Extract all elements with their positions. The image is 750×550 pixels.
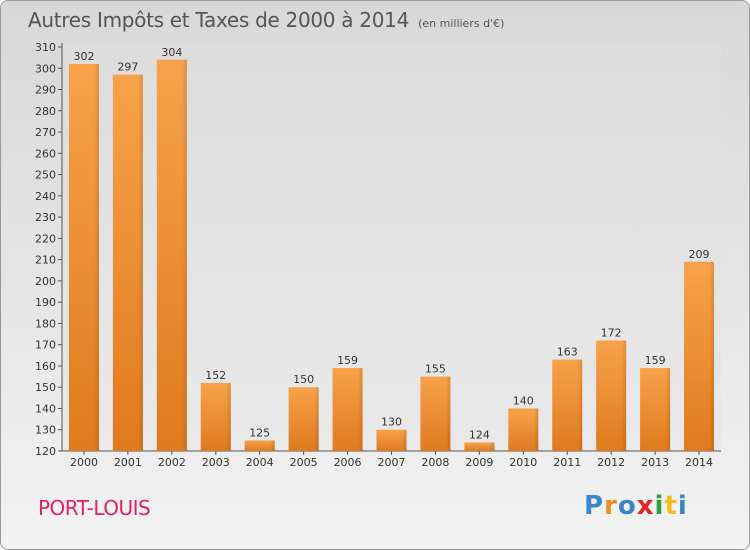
logo-letter: i <box>677 491 688 521</box>
bar-shade <box>68 64 99 451</box>
logo-letter: o <box>617 491 637 521</box>
x-tick-label: 2008 <box>421 456 449 469</box>
y-tick-label: 230 <box>35 211 56 224</box>
y-tick-label: 260 <box>35 147 56 160</box>
x-axis: 2000 2001 2002 2003 2004 2005 2006 2007 2008 2009… <box>62 450 721 469</box>
data-label: 155 <box>425 363 446 376</box>
x-tick-label: 2001 <box>114 456 142 469</box>
y-tick-label: 310 <box>35 41 56 54</box>
logo-letter: r <box>604 491 618 521</box>
y-tick-label: 120 <box>35 445 56 458</box>
x-tick-label: 2005 <box>290 456 318 469</box>
logo-letter: i <box>654 491 665 521</box>
y-tick-label: 130 <box>35 424 56 437</box>
data-label: 297 <box>117 61 138 74</box>
bar-shade <box>112 74 143 452</box>
x-tick-label: 2014 <box>685 456 713 469</box>
x-tick-label: 2003 <box>202 456 230 469</box>
value-labels: 302 297 304 152 125 150 159 130 155 124 140 163 172 1… <box>73 46 709 442</box>
data-label: 159 <box>337 354 358 367</box>
y-tick-label: 290 <box>35 84 56 97</box>
bar-shade <box>244 440 275 451</box>
y-tick-label: 280 <box>35 105 56 118</box>
bar-shade <box>640 368 671 451</box>
bar-shade <box>420 376 451 451</box>
bar-shade <box>508 408 539 451</box>
logo-letter: t <box>664 491 678 521</box>
x-tick-label: 2002 <box>158 456 186 469</box>
y-tick-label: 170 <box>35 339 56 352</box>
y-tick-label: 150 <box>35 381 56 394</box>
data-label: 140 <box>513 394 534 407</box>
bar-shade <box>552 359 583 451</box>
y-tick-label: 140 <box>35 402 56 415</box>
y-tick-label: 240 <box>35 190 56 203</box>
data-label: 150 <box>293 373 314 386</box>
x-tick-label: 2006 <box>334 456 362 469</box>
data-label: 163 <box>557 346 578 359</box>
bars <box>68 59 715 452</box>
chart-title: Autres Impôts et Taxes de 2000 à 2014 <box>28 8 409 32</box>
bar-shade <box>684 261 715 451</box>
data-label: 125 <box>249 426 270 439</box>
proxiti-logo: Proxiti <box>584 491 688 521</box>
y-tick-label: 160 <box>35 360 56 373</box>
x-tick-label: 2007 <box>378 456 406 469</box>
x-tick-label: 2000 <box>70 456 98 469</box>
data-label: 159 <box>645 354 666 367</box>
bar-shade <box>596 340 627 451</box>
data-label: 130 <box>381 416 402 429</box>
bar-shade <box>288 387 319 451</box>
data-label: 209 <box>689 248 710 261</box>
y-tick-label: 270 <box>35 126 56 139</box>
y-axis: 120 130 140 150 160 170 180 190 200 210 220 230 240 2… <box>35 41 63 458</box>
x-tick-label: 2012 <box>597 456 625 469</box>
x-tick-label: 2013 <box>641 456 669 469</box>
y-tick-label: 190 <box>35 296 56 309</box>
x-tick-label: 2009 <box>465 456 493 469</box>
x-tick-label: 2004 <box>246 456 274 469</box>
y-tick-label: 180 <box>35 317 56 330</box>
bar-shade <box>464 442 495 451</box>
bar-shade <box>156 59 187 451</box>
y-tick-label: 220 <box>35 232 56 245</box>
x-tick-label: 2011 <box>553 456 581 469</box>
y-tick-label: 250 <box>35 169 56 182</box>
logo-letter: x <box>636 491 655 521</box>
x-tick-label: 2010 <box>509 456 537 469</box>
data-label: 124 <box>469 428 490 441</box>
place-name: PORT-LOUIS <box>38 496 151 520</box>
data-label: 172 <box>601 326 622 339</box>
bar-shade <box>200 382 231 451</box>
data-label: 302 <box>73 50 94 63</box>
y-tick-label: 210 <box>35 254 56 267</box>
chart-unit: (en milliers d'€) <box>418 17 505 30</box>
logo-letter: P <box>584 491 605 521</box>
y-tick-label: 200 <box>35 275 56 288</box>
title-row: Autres Impôts et Taxes de 2000 à 2014 (e… <box>28 8 504 32</box>
data-label: 304 <box>161 46 182 59</box>
y-tick-label: 300 <box>35 62 56 75</box>
bar-shade <box>332 368 363 451</box>
data-label: 152 <box>205 369 226 382</box>
bar-shade <box>376 429 407 451</box>
